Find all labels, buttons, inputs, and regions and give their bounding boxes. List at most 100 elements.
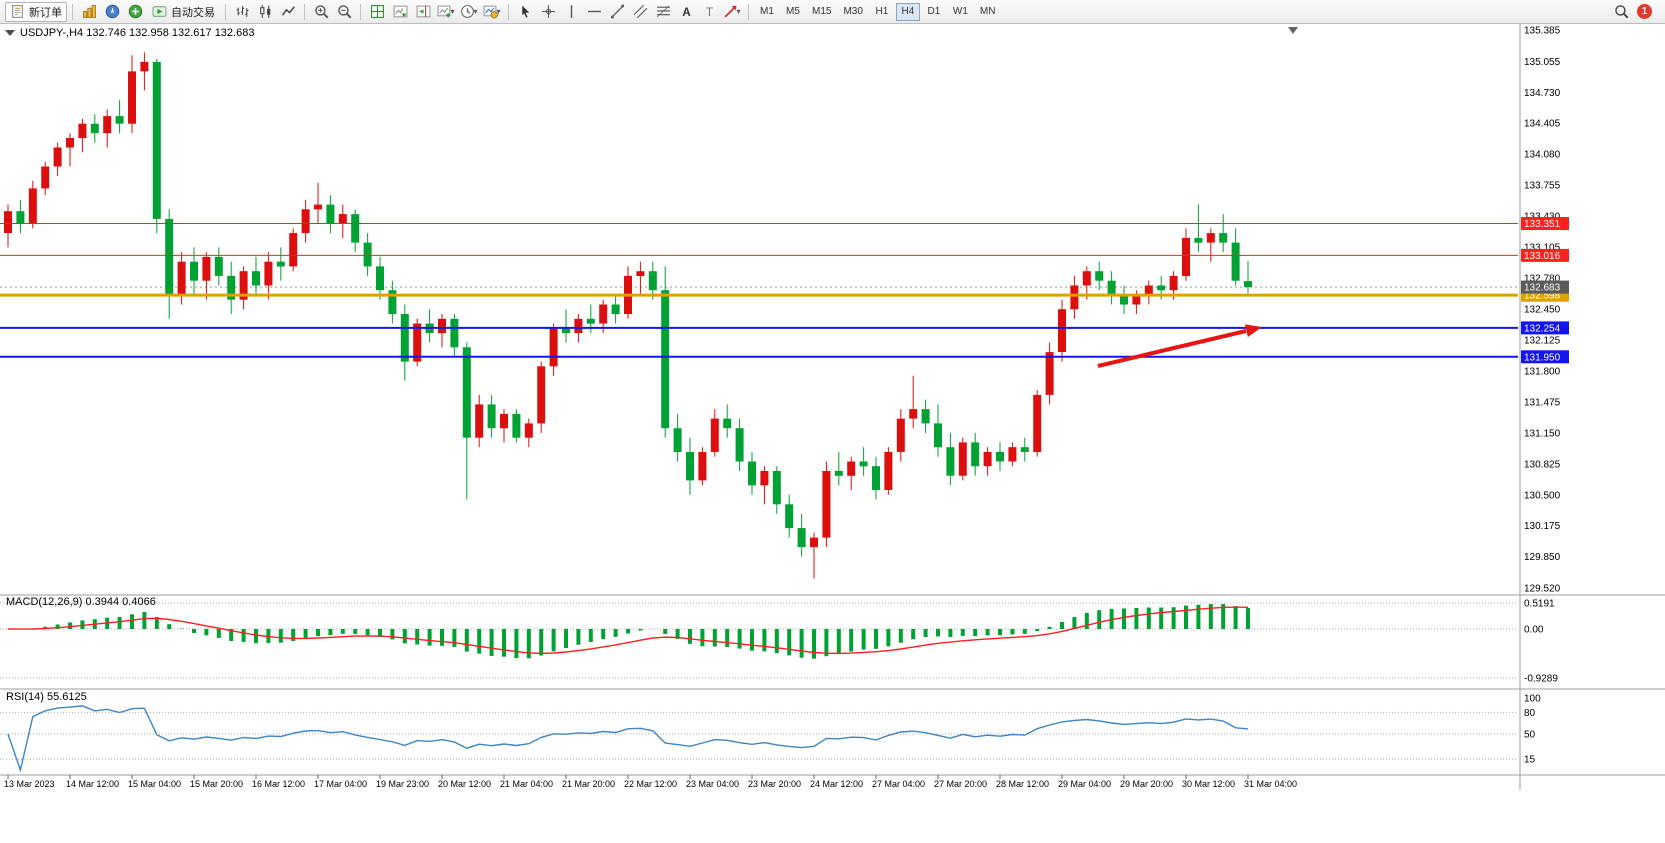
candlestick-mode-button[interactable] xyxy=(254,2,276,22)
rsi-axis-label: 15 xyxy=(1524,755,1536,766)
notification-badge[interactable]: 1 xyxy=(1637,4,1652,19)
date-axis-label: 14 Mar 12:00 xyxy=(66,779,119,789)
price-axis-label: 135.055 xyxy=(1524,57,1561,68)
timeframe-button-m1[interactable]: M1 xyxy=(755,3,779,21)
new-order-button[interactable]: 新订单 xyxy=(5,1,67,22)
autotrading-icon xyxy=(152,6,167,17)
price-marker-label: 133.016 xyxy=(1524,251,1561,262)
price-marker-box xyxy=(1521,280,1569,294)
new-chart-icon xyxy=(438,5,451,18)
tile-windows-icon xyxy=(370,5,384,18)
candle-body xyxy=(958,442,967,476)
cursor-tool-button[interactable] xyxy=(514,2,536,22)
candle-body xyxy=(214,256,223,276)
candle-body xyxy=(1132,295,1141,305)
crosshair-icon xyxy=(541,5,555,18)
candle-body xyxy=(673,428,682,452)
price-chart-svg[interactable]: 135.385 135.055 134.730 134.405 134.080 133.7… xyxy=(0,24,1665,843)
candle-body xyxy=(264,261,273,286)
navigator-button[interactable] xyxy=(101,2,123,22)
fibonacci-tool-button[interactable] xyxy=(652,2,674,22)
chart-shift-button[interactable] xyxy=(412,2,434,22)
candle-body xyxy=(90,123,99,134)
templates-dropdown[interactable]: ▾ xyxy=(481,2,503,22)
auto-scroll-button[interactable] xyxy=(389,2,411,22)
dropdown-caret: ▾ xyxy=(450,7,455,16)
candle-body xyxy=(549,328,558,367)
channel-tool-button[interactable] xyxy=(629,2,651,22)
candle-body xyxy=(301,209,310,234)
date-axis-label: 28 Mar 12:00 xyxy=(996,779,1049,789)
date-axis-label: 20 Mar 12:00 xyxy=(438,779,491,789)
timeframe-button-d1[interactable]: D1 xyxy=(922,3,946,21)
candle-body xyxy=(177,261,186,295)
search-button[interactable] xyxy=(1610,2,1632,22)
arrow-object-icon xyxy=(725,5,737,18)
timeframe-button-m30[interactable]: M30 xyxy=(838,3,867,21)
chart-window[interactable]: 135.385 135.055 134.730 134.405 134.080 133.7… xyxy=(0,24,1665,843)
trend-arrow-annotation[interactable] xyxy=(1097,329,1247,368)
chart-shift-marker[interactable] xyxy=(1288,27,1298,34)
new-chart-dropdown[interactable]: ▾ xyxy=(435,2,457,22)
autotrading-label: 自动交易 xyxy=(171,6,215,19)
text-tool-button[interactable]: A xyxy=(675,2,697,22)
candle-body xyxy=(574,318,583,334)
price-axis-label: 129.520 xyxy=(1524,584,1561,595)
candle-body xyxy=(338,214,347,224)
zoom-in-button[interactable] xyxy=(310,2,332,22)
timeframe-button-h1[interactable]: H1 xyxy=(870,3,894,21)
autotrading-button[interactable]: 自动交易 xyxy=(147,2,220,22)
date-axis-label: 19 Mar 23:00 xyxy=(376,779,429,789)
macd-histogram xyxy=(18,604,1250,659)
candle-body xyxy=(128,71,136,124)
candle-body xyxy=(1169,275,1178,291)
one-click-trading-toggle[interactable] xyxy=(5,30,15,36)
trend-arrow-head[interactable] xyxy=(1244,324,1262,337)
candles-layer xyxy=(4,52,1252,579)
timeframe-button-m15[interactable]: M15 xyxy=(807,3,836,21)
toolbar-separator xyxy=(304,3,305,20)
timeframe-button-mn[interactable]: MN xyxy=(975,3,1001,21)
price-marker-label: 132.683 xyxy=(1524,283,1561,294)
date-axis-label: 31 Mar 04:00 xyxy=(1244,779,1297,789)
trendline-tool-button[interactable] xyxy=(606,2,628,22)
date-axis-label: 24 Mar 12:00 xyxy=(810,779,863,789)
line-chart-mode-button[interactable] xyxy=(277,2,299,22)
candle-body xyxy=(834,471,843,476)
vertical-line-icon xyxy=(570,5,572,18)
price-axis-label: 132.450 xyxy=(1524,305,1561,316)
tile-windows-button[interactable] xyxy=(366,2,388,22)
candle-body xyxy=(710,418,719,452)
timeframe-button-w1[interactable]: W1 xyxy=(948,3,973,21)
candle-body xyxy=(512,413,521,438)
rsi-axis-label: 80 xyxy=(1524,708,1536,719)
vertical-line-tool-button[interactable] xyxy=(560,2,582,22)
horizontal-line-tool-button[interactable] xyxy=(583,2,605,22)
market-watch-button[interactable] xyxy=(78,2,100,22)
price-axis-label: 131.150 xyxy=(1524,428,1561,439)
periods-dropdown[interactable]: ▾ xyxy=(458,2,480,22)
bar-chart-mode-button[interactable] xyxy=(231,2,253,22)
timeframe-button-m5[interactable]: M5 xyxy=(781,3,805,21)
zoom-out-button[interactable] xyxy=(333,2,355,22)
text-label-tool-button[interactable]: T xyxy=(698,2,720,22)
date-axis-label: 16 Mar 12:00 xyxy=(252,779,305,789)
candle-body xyxy=(1120,295,1128,305)
new-order-label: 新订单 xyxy=(29,6,62,19)
crosshair-tool-button[interactable] xyxy=(537,2,559,22)
candle-body xyxy=(462,347,471,438)
terminal-button[interactable] xyxy=(124,2,146,22)
candle-body xyxy=(103,116,112,134)
candle-body xyxy=(946,447,955,476)
candle-body xyxy=(202,256,211,281)
dropdown-caret: ▾ xyxy=(736,7,741,16)
main-toolbar: 新订单 自动交易 ▾ ▾ ▾ A T ▾ M1 M5 M15 M30 H1 H4 D1 W1 M… xyxy=(0,0,1665,24)
arrows-dropdown[interactable]: ▾ xyxy=(721,2,743,22)
candle-body xyxy=(748,461,756,486)
price-axis-label: 134.405 xyxy=(1524,119,1561,130)
timeframe-button-h4[interactable]: H4 xyxy=(895,2,920,21)
price-marker-label: 132.254 xyxy=(1524,323,1561,334)
candle-body xyxy=(586,318,595,324)
candle-body xyxy=(847,461,856,476)
candle-body xyxy=(661,290,670,429)
